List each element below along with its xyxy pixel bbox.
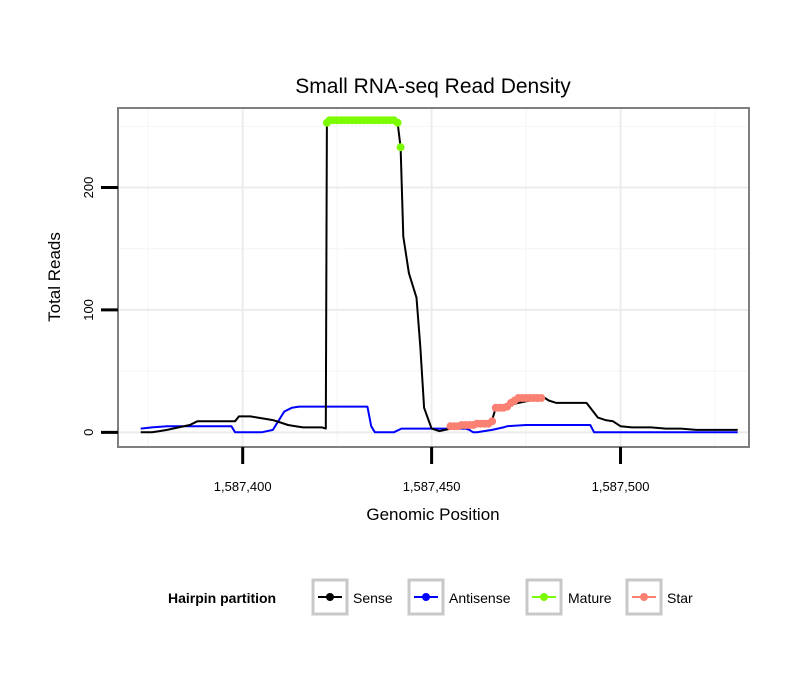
x-tick-label: 1,587,450 <box>403 479 461 494</box>
x-axis-title: Genomic Position <box>366 505 499 524</box>
legend-label-star: Star <box>667 590 693 606</box>
x-tick-label: 1,587,400 <box>214 479 272 494</box>
y-tick-label: 0 <box>81 429 96 436</box>
y-tick-label: 200 <box>81 177 96 199</box>
legend-label-sense: Sense <box>353 590 393 606</box>
legend-key-point-sense <box>326 593 334 601</box>
chart-title: Small RNA-seq Read Density <box>295 75 571 98</box>
legend-title: Hairpin partition <box>168 590 276 606</box>
series-line-antisense <box>140 405 738 434</box>
x-tick-label: 1,587,500 <box>592 479 650 494</box>
legend-key-point-star <box>640 593 648 601</box>
series-point-star <box>488 417 497 426</box>
series-layer <box>140 116 738 434</box>
series-point-star <box>537 394 546 402</box>
legend-entries: Sense Antisense Mature Star <box>311 578 693 616</box>
legend-key-point-antisense <box>422 593 430 601</box>
axis-layer: 1,587,400 1,587,450 1,587,500 0 100 200 <box>81 177 649 494</box>
series-line-sense <box>140 119 738 434</box>
panel-border <box>117 107 750 448</box>
y-tick-label: 100 <box>81 299 96 321</box>
legend-key-point-mature <box>540 593 548 601</box>
legend: Hairpin partition Sense Antisense Mature St… <box>168 578 693 616</box>
grid-layer <box>118 108 749 447</box>
series-point-mature <box>393 118 402 127</box>
legend-label-antisense: Antisense <box>449 590 511 606</box>
legend-label-mature: Mature <box>568 590 612 606</box>
series-point-mature <box>396 143 405 152</box>
y-axis-title: Total Reads <box>45 232 64 322</box>
